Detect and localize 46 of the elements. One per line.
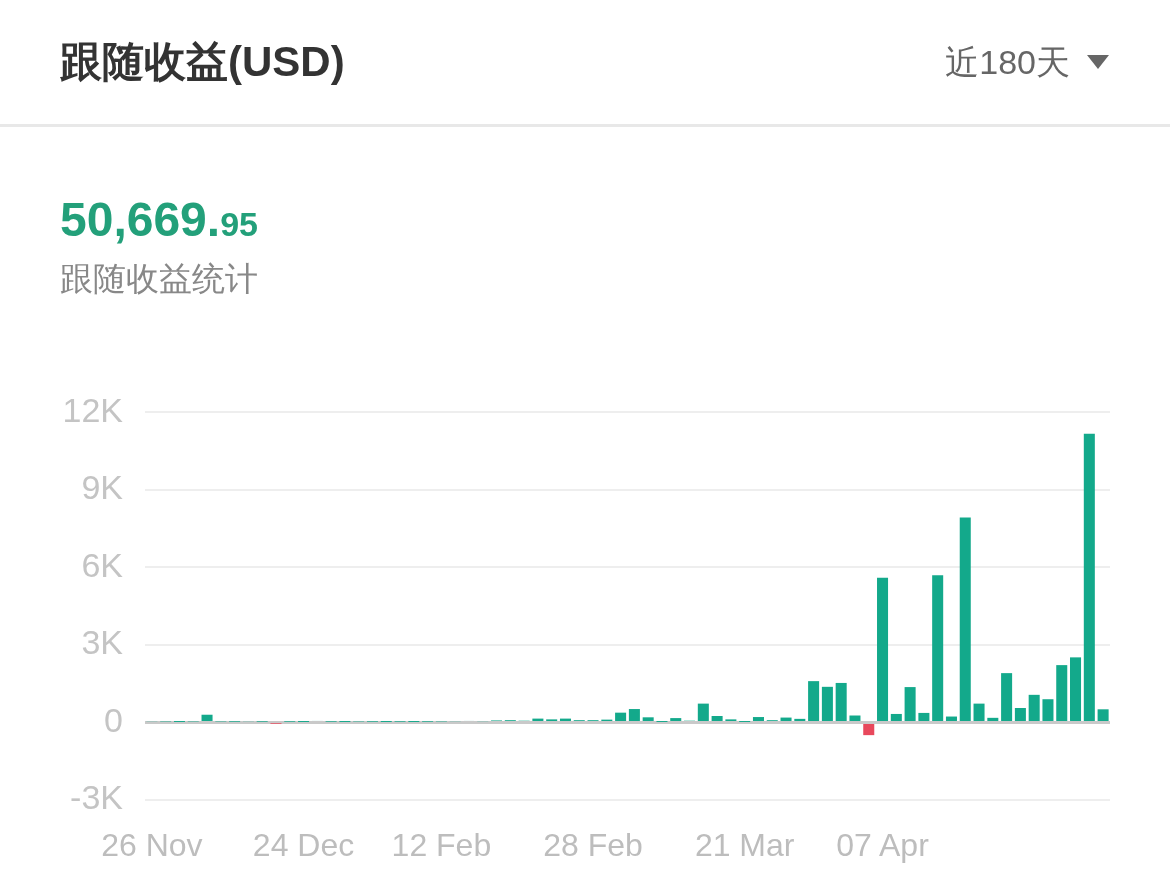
y-tick-label: 3K [81, 623, 124, 662]
bar [987, 717, 999, 721]
x-tick-label: 21 Mar [694, 827, 795, 864]
x-tick-label: 12 Feb [391, 827, 492, 864]
x-tick-label: 28 Feb [543, 827, 643, 864]
bar [1070, 657, 1082, 721]
bar [711, 716, 723, 721]
chart-subtitle: 跟随收益统计 [60, 259, 258, 299]
bar [945, 716, 957, 721]
y-tick-label: 6K [81, 545, 124, 584]
bar [877, 577, 889, 721]
bar [932, 575, 944, 721]
bar [752, 717, 764, 721]
bar [890, 713, 902, 721]
bar [1014, 708, 1026, 721]
y-tick-label: 0 [104, 700, 123, 739]
bar [697, 703, 709, 721]
bar [794, 718, 806, 721]
text: 50,669.95 [60, 193, 258, 246]
bar [835, 682, 847, 721]
text: 近180天 [945, 42, 1070, 83]
bar [628, 709, 640, 721]
x-tick-label: 24 Dec [252, 827, 355, 864]
bar [1001, 673, 1013, 721]
bar [959, 517, 971, 721]
bar [642, 717, 654, 721]
y-tick-label: 12K [62, 390, 124, 429]
bar [615, 712, 627, 721]
bar [904, 687, 916, 721]
bar [1056, 665, 1068, 721]
x-tick-label: 26 Nov [101, 827, 203, 864]
bar [1097, 709, 1109, 721]
y-tick-label: 9K [81, 468, 124, 507]
bar [808, 681, 820, 721]
chart-title: 跟随收益(USD) [60, 37, 345, 87]
bar [670, 718, 682, 721]
bar [1042, 699, 1054, 721]
y-tick-label: -3K [70, 778, 124, 817]
bar [973, 703, 985, 721]
x-tick-label: 07 Apr [836, 827, 930, 864]
bar [849, 715, 861, 721]
bar [821, 686, 833, 721]
bar [918, 712, 930, 721]
bar [1028, 694, 1040, 721]
bar [201, 714, 213, 721]
bar [1083, 433, 1095, 721]
